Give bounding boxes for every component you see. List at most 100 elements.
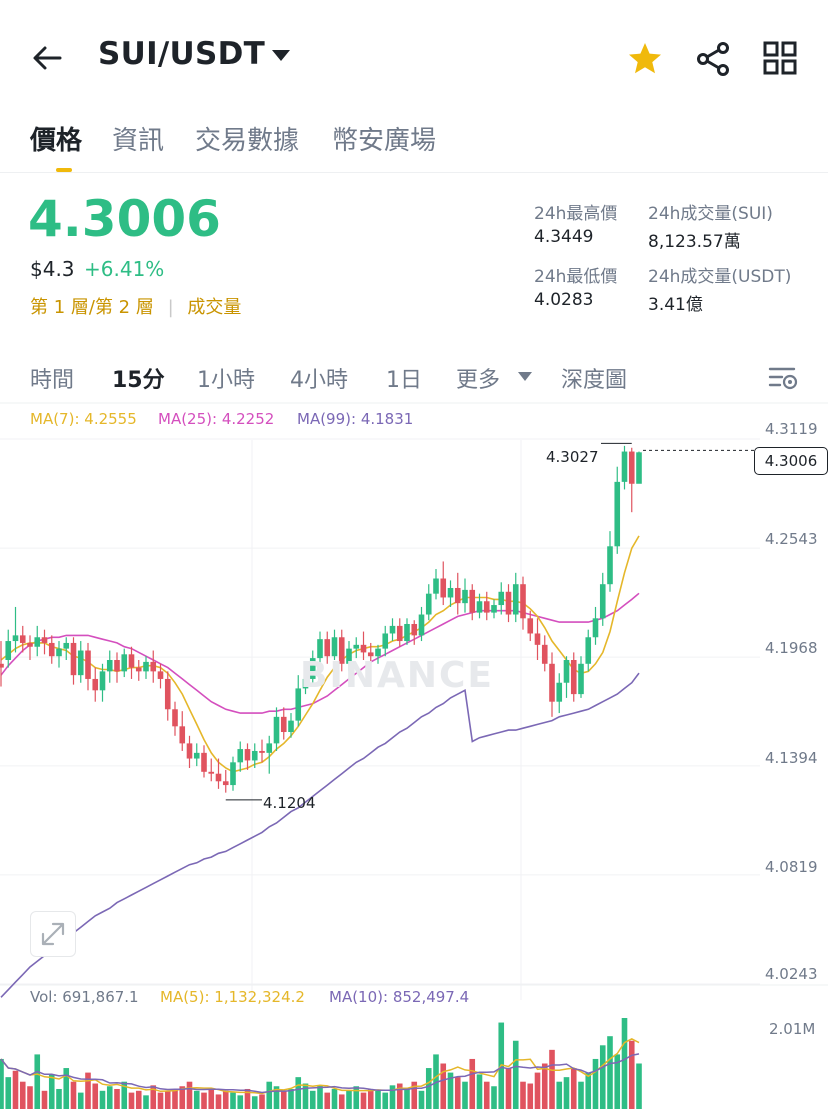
volume-bar xyxy=(77,1092,84,1109)
last-price: 4.3006 xyxy=(28,190,221,248)
candle-body xyxy=(48,642,55,657)
candle-body xyxy=(280,716,287,733)
candle-body xyxy=(505,591,512,615)
star-icon[interactable] xyxy=(626,40,664,78)
dropdown-caret-icon[interactable] xyxy=(272,50,290,61)
back-arrow-icon[interactable] xyxy=(30,40,66,76)
more-caret-icon[interactable] xyxy=(518,372,532,381)
expand-chart-icon[interactable] xyxy=(30,911,76,957)
volume-bar xyxy=(476,1074,483,1109)
volume-bar xyxy=(70,1081,77,1109)
layer-tag[interactable]: 第 1 層/第 2 層 xyxy=(30,297,154,318)
volume-bar xyxy=(128,1092,135,1109)
candle-body xyxy=(454,587,461,604)
candle-body xyxy=(527,618,534,634)
volume-bar xyxy=(92,1083,99,1109)
candle-body xyxy=(179,726,186,744)
candle-body xyxy=(592,618,599,638)
tab-price[interactable]: 價格 xyxy=(30,126,83,156)
candle-body xyxy=(570,659,577,695)
ma7-legend: MA(7): 4.2555 xyxy=(30,410,137,428)
volume-bar xyxy=(425,1068,432,1109)
candle-body xyxy=(273,716,280,744)
volume-bar xyxy=(186,1081,193,1109)
candle-body xyxy=(346,648,352,664)
volume-bar xyxy=(563,1077,570,1109)
timeframe-1d[interactable]: 1日 xyxy=(386,368,422,393)
volume-bar xyxy=(251,1096,258,1109)
candle-body xyxy=(244,749,251,761)
volume-bar xyxy=(491,1086,497,1109)
volume-bar xyxy=(164,1090,171,1109)
candle-body xyxy=(288,720,294,733)
candle-body xyxy=(599,584,606,619)
volume-bar xyxy=(288,1088,294,1109)
candle-body xyxy=(520,584,526,619)
timeframe-1h[interactable]: 1小時 xyxy=(197,368,255,393)
volume-bar xyxy=(375,1090,381,1109)
candle-body xyxy=(164,678,171,710)
volume-bar xyxy=(302,1083,309,1109)
volume-bar xyxy=(201,1092,207,1109)
y-tick-label: 4.0243 xyxy=(765,965,818,983)
divider xyxy=(0,172,828,173)
volume-bar xyxy=(367,1088,374,1109)
candle-body xyxy=(251,750,258,761)
tab-trading-data[interactable]: 交易數據 xyxy=(195,126,300,156)
tab-square[interactable]: 幣安廣場 xyxy=(332,126,437,156)
candle-body xyxy=(498,591,505,606)
volume-bar xyxy=(607,1036,613,1109)
candle-body xyxy=(19,635,26,643)
vol-ma5-legend: MA(5): 1,132,324.2 xyxy=(160,988,305,1006)
volume-bar xyxy=(208,1088,215,1109)
candle-body xyxy=(447,587,454,598)
depth-chart-tab[interactable]: 深度圖 xyxy=(561,368,628,393)
volume-bar xyxy=(237,1095,244,1109)
volume-bar xyxy=(578,1081,584,1109)
high-marker-label: 4.3027 xyxy=(546,448,599,466)
tab-info[interactable]: 資訊 xyxy=(112,126,165,156)
volume-bar xyxy=(41,1090,48,1109)
candle-body xyxy=(628,451,635,484)
volume-bar xyxy=(56,1088,62,1109)
ma99-line xyxy=(0,672,640,998)
timeframe-15m[interactable]: 15分 xyxy=(112,368,165,393)
volume-bar xyxy=(599,1045,606,1109)
volume-bar xyxy=(244,1088,251,1109)
tags-row: 第 1 層/第 2 層 | 成交量 xyxy=(30,293,241,319)
vol-sui-label: 24h成交量(SUI) xyxy=(648,204,773,224)
candle-body xyxy=(309,658,316,679)
candle-body xyxy=(324,639,331,657)
timeframe-time[interactable]: 時間 xyxy=(30,368,75,393)
pair-title[interactable]: SUI/USDT xyxy=(98,36,266,72)
candle-body xyxy=(0,663,4,668)
candle-body xyxy=(440,578,447,598)
high-label: 24h最高價 xyxy=(534,204,618,224)
volume-bar xyxy=(418,1090,425,1109)
volume-bar xyxy=(266,1081,273,1109)
volume-bar xyxy=(585,1072,592,1109)
volume-bar xyxy=(106,1086,113,1109)
candle-body xyxy=(476,601,483,613)
ma99-legend: MA(99): 4.1831 xyxy=(297,410,414,428)
timeframe-4h[interactable]: 4小時 xyxy=(290,368,348,393)
volume-bar xyxy=(541,1063,548,1109)
timeframe-more[interactable]: 更多 xyxy=(456,368,501,393)
vol-sui-value: 8,123.57萬 xyxy=(648,232,741,252)
candle-body xyxy=(259,750,265,753)
vol-usdt-label: 24h成交量(USDT) xyxy=(648,267,792,287)
low-value: 4.0283 xyxy=(534,290,594,310)
candle-body xyxy=(585,637,592,664)
volume-ma10-line xyxy=(0,1053,640,1094)
volume-bar xyxy=(143,1095,149,1109)
volume-bar xyxy=(273,1086,280,1109)
usd-price: $4.3 xyxy=(30,257,75,281)
candlestick-chart[interactable] xyxy=(0,400,828,1109)
volume-bar xyxy=(614,1054,621,1109)
chart-settings-icon[interactable] xyxy=(768,364,800,392)
volume-tag[interactable]: 成交量 xyxy=(187,297,242,318)
grid-menu-icon[interactable] xyxy=(762,40,798,76)
share-icon[interactable] xyxy=(694,40,732,78)
candle-body xyxy=(462,589,468,604)
candle-body xyxy=(85,650,91,679)
